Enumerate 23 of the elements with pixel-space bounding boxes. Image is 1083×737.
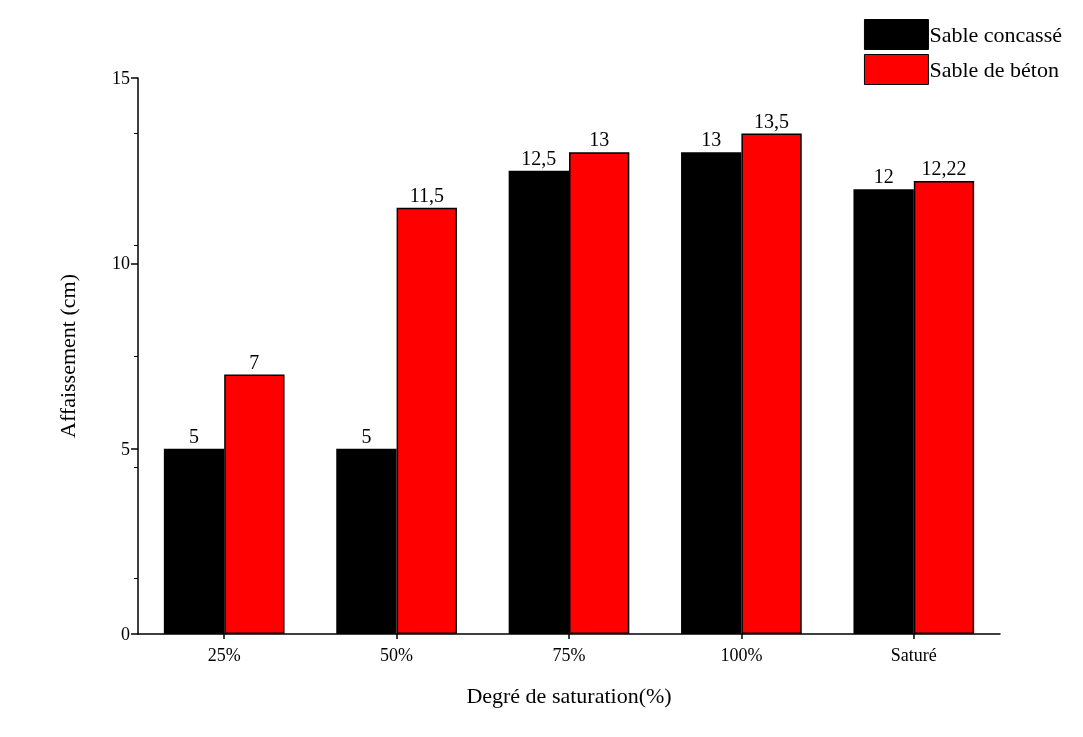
- y-tick-label: 15: [112, 68, 130, 88]
- legend-label: Sable concassé: [929, 22, 1062, 47]
- legend-label: Sable de béton: [929, 57, 1059, 82]
- x-tick-label: 50%: [380, 645, 414, 665]
- y-axis-title: Affaissement (cm): [54, 274, 80, 438]
- data-label: 5: [189, 424, 200, 447]
- data-label: 13,5: [754, 109, 790, 132]
- x-axis-title: Degré de saturation(%): [466, 682, 672, 708]
- y-tick-label: 0: [121, 624, 130, 644]
- x-tick-label: 75%: [552, 645, 586, 665]
- y-tick-label: 5: [121, 438, 130, 459]
- data-label: 12: [873, 165, 894, 188]
- data-label: 11,5: [409, 183, 444, 206]
- x-tick-label: 100%: [720, 645, 763, 665]
- data-label: 13: [589, 128, 610, 151]
- x-tick-label: 25%: [207, 645, 241, 665]
- data-label: 12,5: [521, 146, 557, 169]
- data-label: 13: [701, 128, 722, 151]
- data-label: 12,22: [921, 157, 967, 180]
- data-label: 5: [361, 424, 372, 447]
- data-label: 7: [249, 350, 260, 373]
- x-tick-label: Saturé: [890, 645, 937, 665]
- y-tick-label: 10: [112, 253, 130, 274]
